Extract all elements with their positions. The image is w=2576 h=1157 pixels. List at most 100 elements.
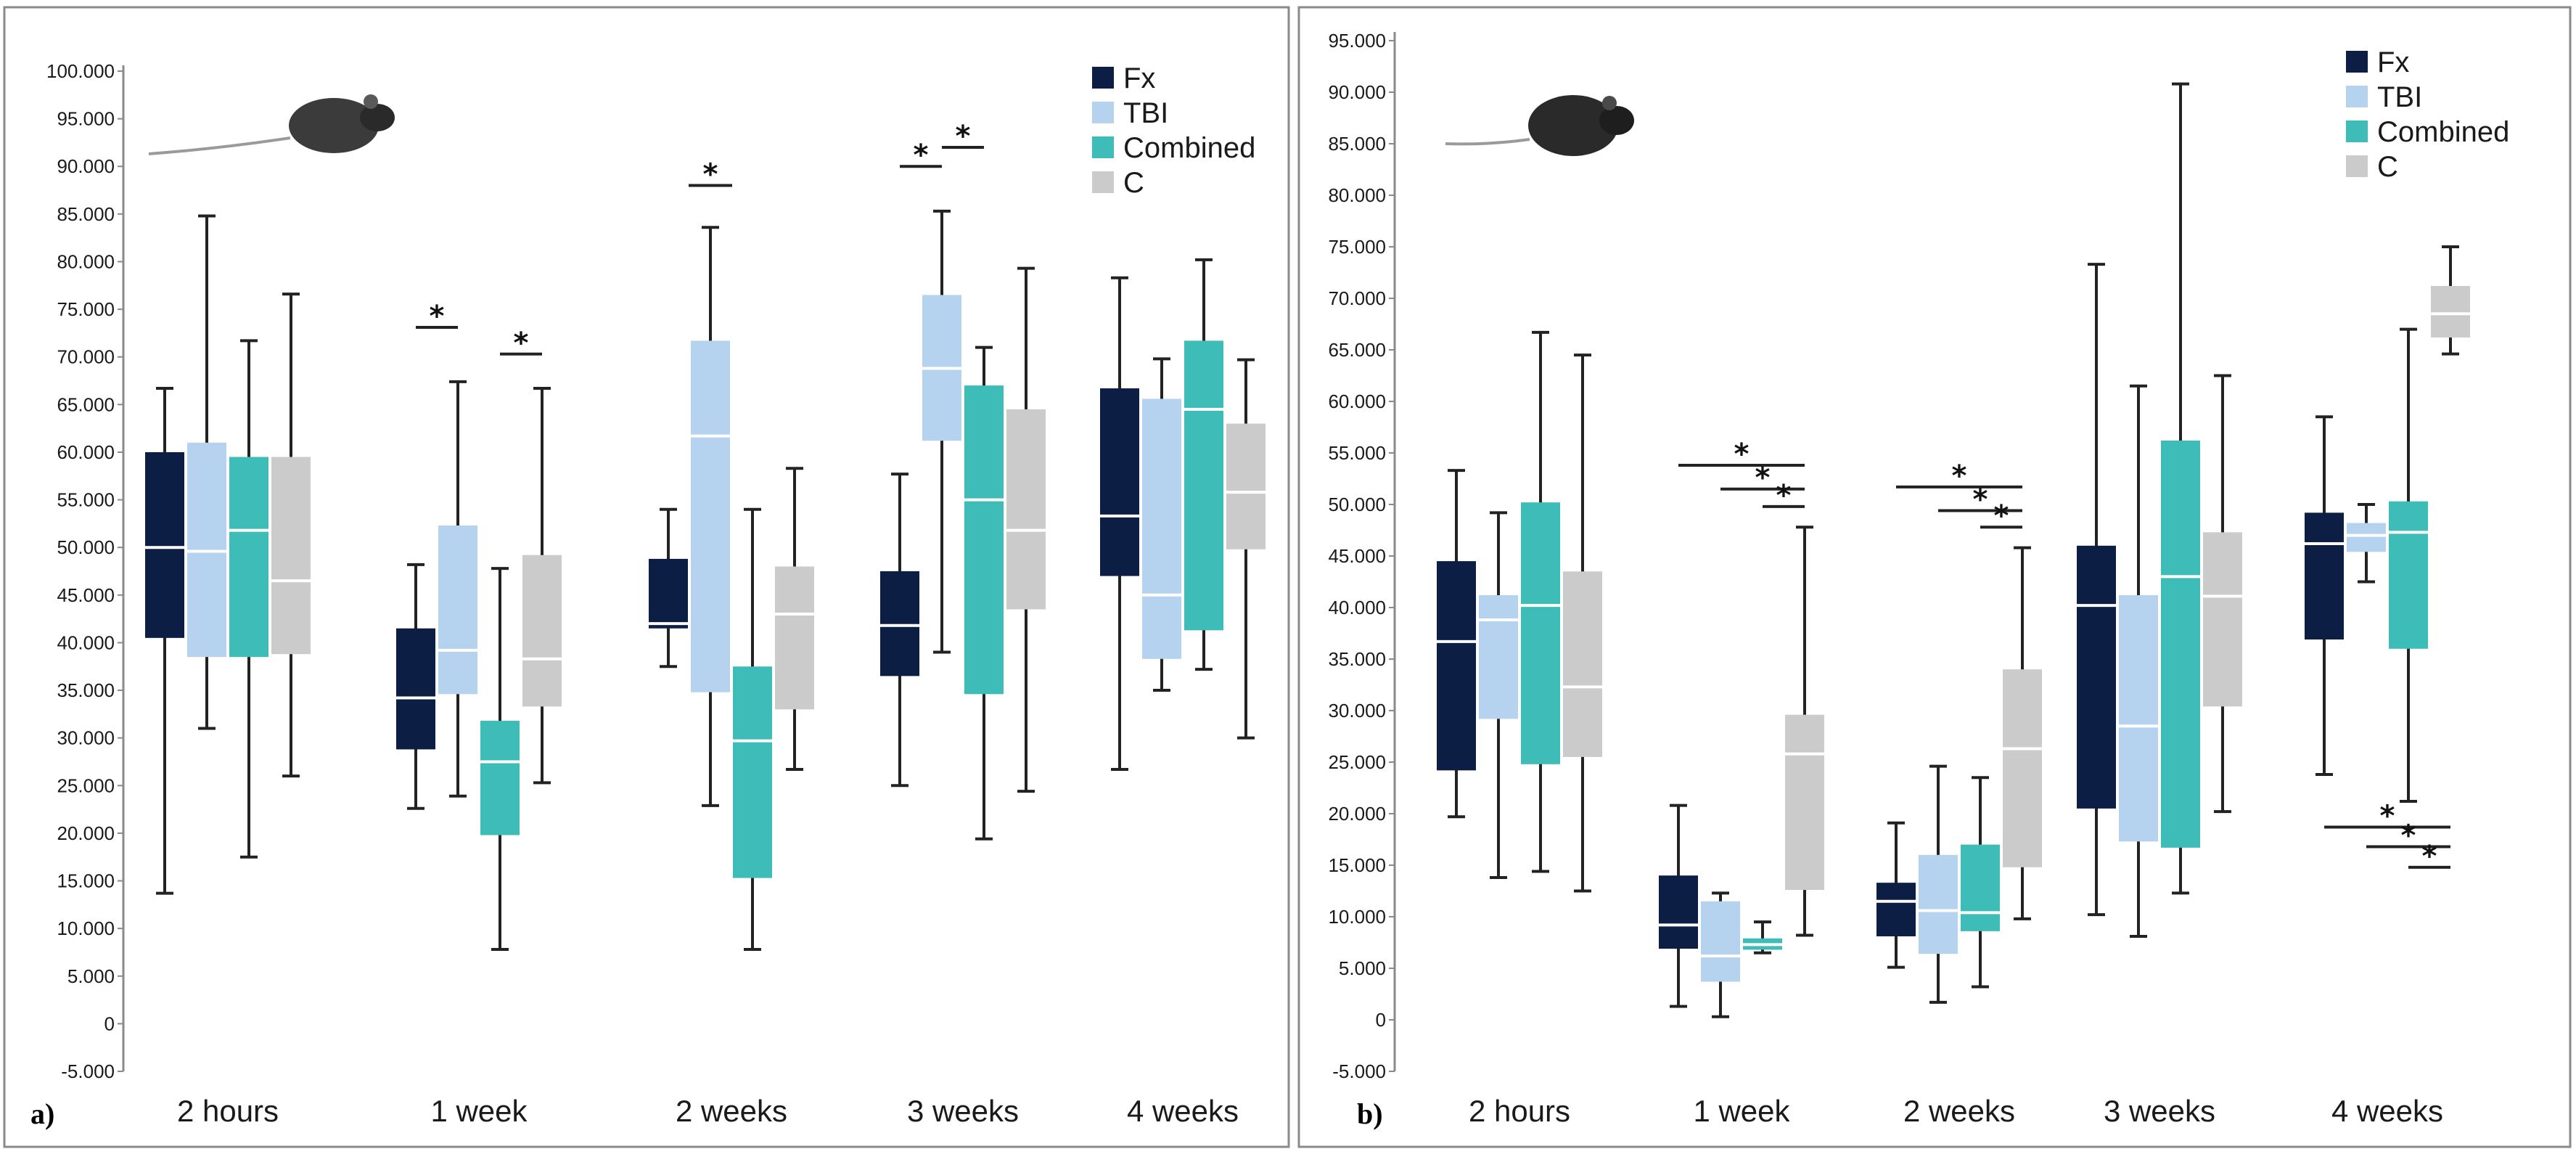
box-tbi-2-weeks [1919, 764, 1958, 1004]
significance-marker: * [1678, 438, 1805, 471]
y-tick-label: 95.000 [1328, 30, 1386, 52]
box-iqr [1521, 502, 1560, 764]
box-combined-2-hours [1521, 330, 1560, 873]
y-tick-label: 80.000 [1328, 184, 1386, 206]
box-iqr [522, 555, 562, 707]
significance-star: * [430, 300, 445, 333]
significance-marker: * [942, 120, 984, 153]
box-iqr [1563, 571, 1602, 757]
legend-item-c: C [1092, 167, 1144, 199]
x-category-label: 4 weeks [1127, 1094, 1239, 1128]
box-iqr [1226, 423, 1266, 549]
panel-a-significance: * * * * * [416, 120, 984, 360]
y-tick-label: 65.000 [1328, 339, 1386, 361]
box-iqr [1479, 594, 1518, 719]
box-iqr [1961, 844, 2000, 931]
box-iqr [691, 340, 730, 692]
significance-marker: * [900, 139, 942, 172]
box-iqr [964, 385, 1004, 695]
y-tick-label: 50.000 [1328, 494, 1386, 515]
y-tick-label: 30.000 [57, 727, 115, 749]
box-tbi-1-week [438, 380, 477, 798]
box-c-2-hours [1563, 353, 1602, 893]
panel-b-border [1297, 6, 2572, 1148]
y-tick-label: 25.000 [1328, 751, 1386, 773]
legend-swatch-c [1092, 171, 1114, 193]
box-combined-2-weeks [733, 507, 772, 952]
y-tick-label: 85.000 [57, 203, 115, 225]
y-tick-label: 75.000 [57, 298, 115, 320]
y-tick-label: 0 [104, 1013, 115, 1034]
x-category-label: 3 weeks [2104, 1094, 2215, 1128]
box-iqr [2119, 594, 2158, 842]
y-tick-label: 25.000 [57, 774, 115, 796]
box-iqr [1919, 854, 1958, 954]
y-tick-label: 80.000 [57, 250, 115, 272]
significance-star: * [1776, 479, 1792, 512]
significance-star: * [514, 327, 529, 360]
significance-marker: * [689, 158, 732, 191]
legend-swatch-tbi [1092, 102, 1114, 123]
y-tick-label: 55.000 [57, 489, 115, 511]
box-iqr [1006, 409, 1046, 610]
y-tick-label: 60.000 [1328, 391, 1386, 412]
box-c-1-week [1785, 526, 1824, 937]
box-combined-4-weeks [1184, 258, 1223, 671]
box-iqr [2161, 440, 2200, 848]
significance-marker: * [1938, 483, 2022, 517]
y-tick-label: 15.000 [1328, 854, 1386, 876]
box-fx-4-weeks [2305, 415, 2344, 777]
legend-swatch-tbi [2346, 86, 2368, 107]
significance-star: * [1734, 438, 1750, 471]
significance-star: * [2401, 819, 2416, 852]
box-iqr [2077, 545, 2116, 809]
significance-marker: * [1720, 462, 1805, 495]
box-combined-4-weeks [2389, 327, 2428, 803]
significance-marker: * [500, 327, 542, 360]
box-iqr [145, 451, 184, 638]
box-fx-1-week [396, 563, 435, 810]
x-category-label: 4 weeks [2331, 1094, 2443, 1128]
box-iqr [1659, 875, 1698, 949]
y-tick-label: 70.000 [1328, 287, 1386, 309]
box-iqr [2003, 669, 2042, 867]
y-tick-label: 15.000 [57, 870, 115, 892]
y-tick-label: 55.000 [1328, 442, 1386, 464]
legend-label-combined: Combined [1123, 132, 1255, 164]
box-iqr [1100, 388, 1139, 576]
y-tick-label: 75.000 [1328, 236, 1386, 258]
y-tick-label: 10.000 [1328, 906, 1386, 928]
significance-star: * [1973, 483, 1988, 517]
legend-item-tbi: TBI [1092, 97, 1168, 129]
significance-marker: * [2366, 819, 2450, 852]
box-fx-2-weeks [1876, 821, 1916, 969]
box-iqr [880, 571, 919, 676]
y-tick-label: 100.000 [46, 60, 115, 82]
legend-item-fx: Fx [1092, 62, 1155, 94]
legend-label-c: C [2377, 151, 2398, 183]
box-tbi-3-weeks [2119, 384, 2158, 938]
y-tick-label: -5.000 [61, 1060, 115, 1082]
legend-swatch-c [2346, 155, 2368, 177]
x-category-label: 2 hours [1469, 1094, 1570, 1128]
box-fx-2-hours [1437, 469, 1476, 819]
legend-item-combined: Combined [2346, 116, 2509, 148]
box-fx-2-hours [145, 387, 184, 895]
box-tbi-2-hours [187, 214, 226, 730]
panel-a: 100.000 95.000 90.000 85.000 80.000 75.000 70.… [3, 6, 1290, 1148]
box-tbi-1-week [1701, 891, 1740, 1018]
y-tick-label: 20.000 [57, 822, 115, 844]
legend-swatch-combined [2346, 120, 2368, 142]
legend-label-c: C [1123, 167, 1144, 199]
box-iqr [1142, 398, 1181, 659]
y-tick-label: 40.000 [1328, 597, 1386, 618]
x-category-label: 1 week [430, 1094, 528, 1128]
panel-b: 95.000 90.000 85.000 80.000 75.000 70.000 65.0… [1297, 6, 2572, 1148]
box-c-4-weeks [2431, 245, 2470, 356]
y-tick-label: 90.000 [57, 155, 115, 177]
mouse-icon [148, 94, 395, 155]
box-iqr [1785, 714, 1824, 891]
significance-marker: * [2408, 840, 2450, 873]
box-iqr [1876, 883, 1916, 936]
